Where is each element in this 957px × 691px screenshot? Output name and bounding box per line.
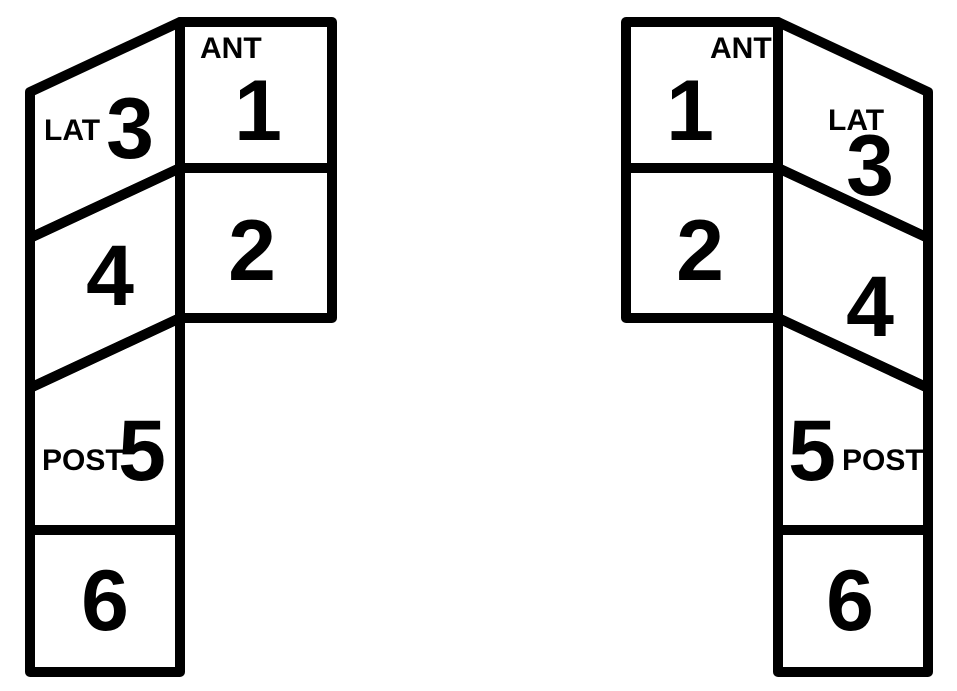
segment-diagram: ANT 1 2 LAT 3 4 POST 5 6 ANT 1 2 — [0, 0, 957, 691]
right-num-3: 3 — [846, 118, 894, 214]
left-label-lat: LAT — [44, 114, 100, 147]
left-num-6: 6 — [81, 553, 129, 649]
left-num-4: 4 — [86, 228, 134, 324]
left-panel-labels: ANT 1 2 LAT 3 4 POST 5 6 — [42, 32, 282, 649]
left-num-3: 3 — [106, 81, 154, 177]
right-label-ant: ANT — [710, 32, 772, 65]
right-panel-labels: ANT 1 2 LAT 3 4 5 POST 6 — [666, 32, 924, 649]
left-label-ant: ANT — [200, 32, 262, 65]
left-num-1: 1 — [234, 63, 282, 159]
right-num-4: 4 — [846, 259, 894, 355]
right-num-5: 5 — [788, 403, 836, 499]
left-label-post: POST — [42, 444, 124, 477]
right-num-6: 6 — [826, 553, 874, 649]
left-num-2: 2 — [228, 203, 276, 299]
right-num-2: 2 — [676, 203, 724, 299]
right-label-post: POST — [842, 444, 924, 477]
right-num-1: 1 — [666, 63, 714, 159]
left-num-5: 5 — [118, 403, 166, 499]
